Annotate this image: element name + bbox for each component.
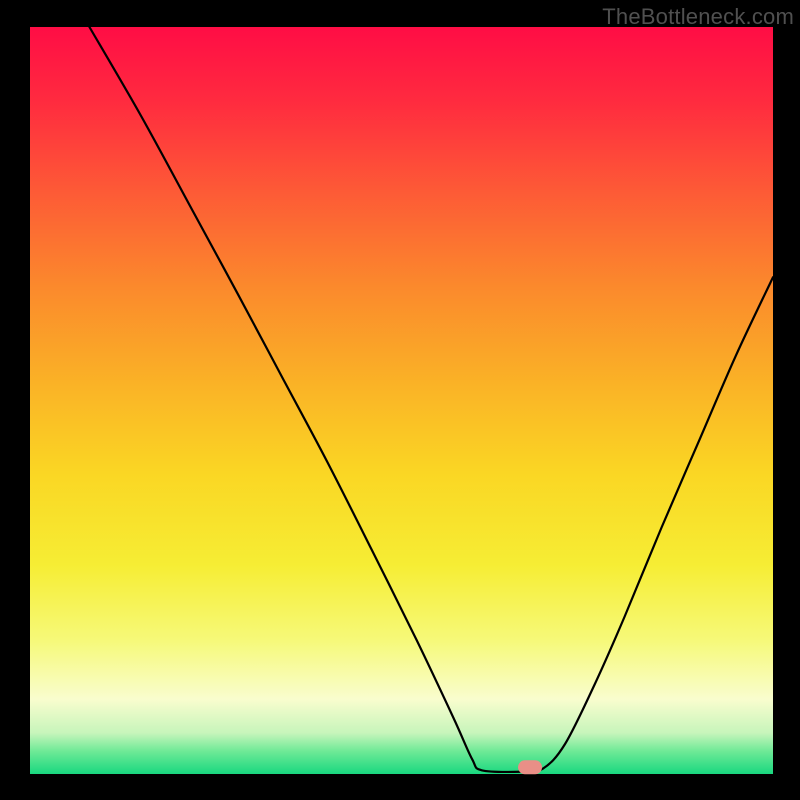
- chart-svg: [0, 0, 800, 800]
- optimal-marker: [518, 760, 542, 774]
- plot-area: [30, 27, 773, 774]
- bottleneck-chart: TheBottleneck.com: [0, 0, 800, 800]
